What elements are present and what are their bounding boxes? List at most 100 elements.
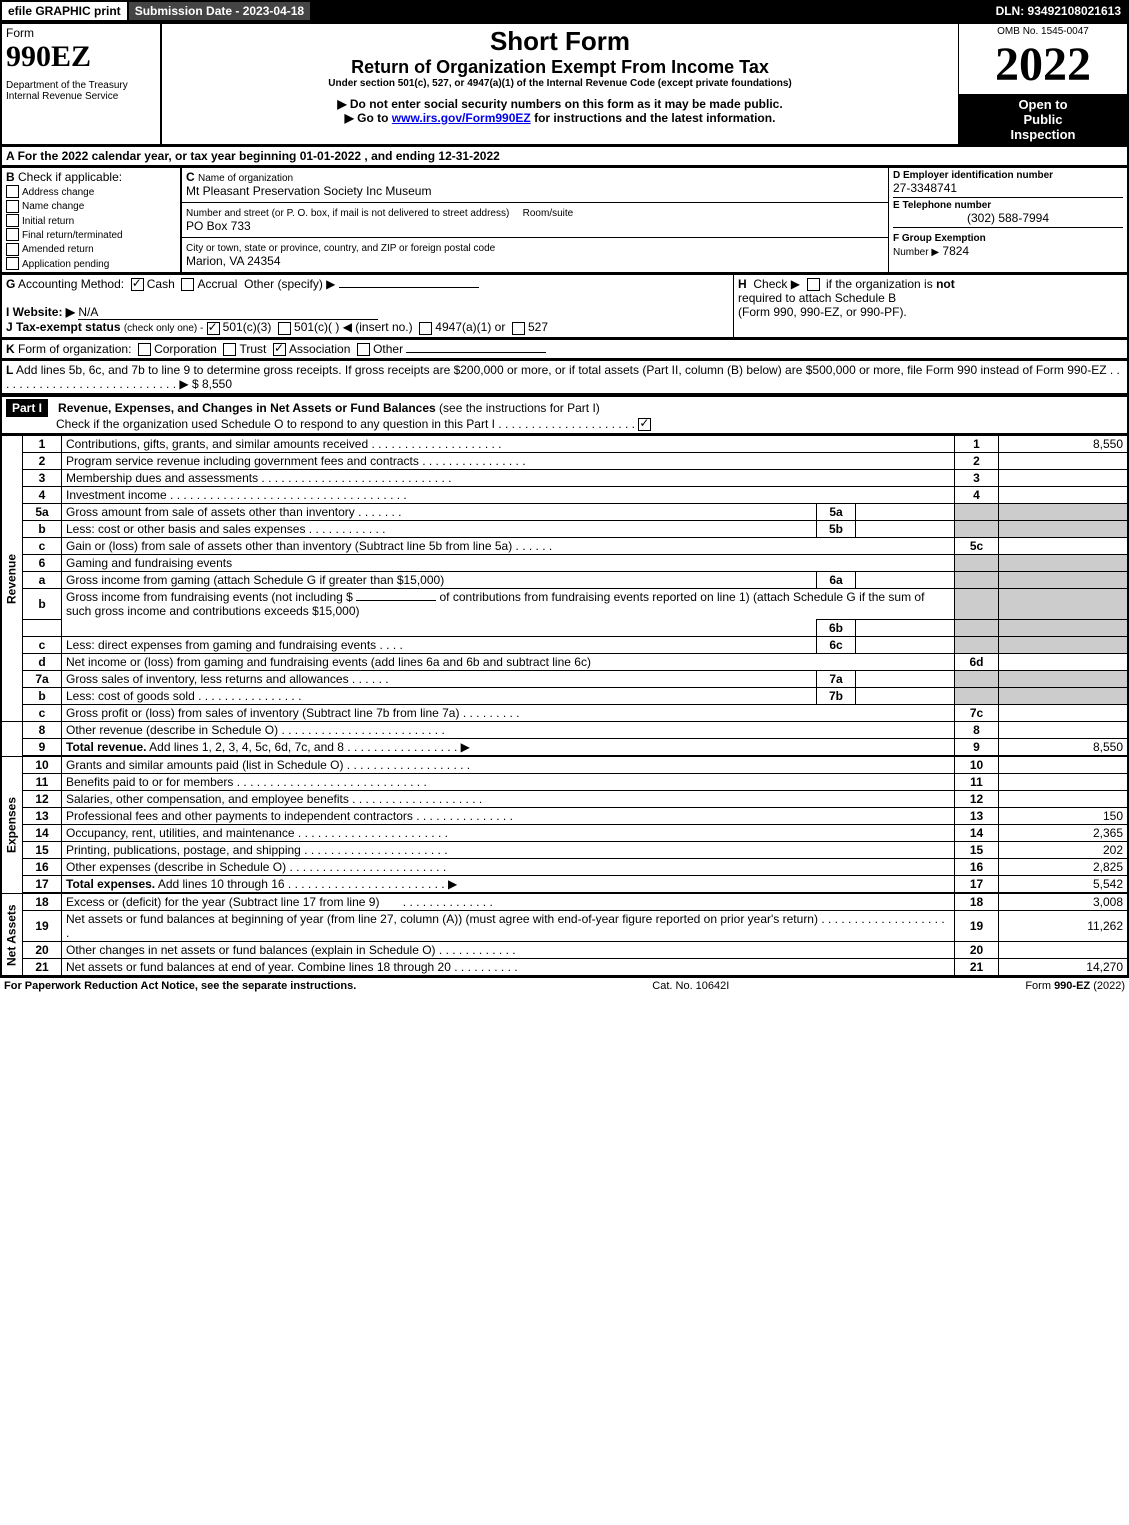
section-k-label: K [6, 342, 15, 356]
dept-treasury: Department of the Treasury [6, 80, 156, 91]
checkbox-name-change[interactable] [6, 200, 19, 213]
checkbox-cash[interactable] [131, 278, 144, 291]
footer-catno: Cat. No. 10642I [652, 980, 729, 992]
line-18-value: 3,008 [999, 893, 1129, 911]
checkbox-accrual[interactable] [181, 278, 194, 291]
section-l: L Add lines 5b, 6c, and 7b to line 9 to … [0, 360, 1129, 395]
gross-receipts-value: 8,550 [202, 377, 232, 391]
city-label: City or town, state or province, country… [186, 243, 495, 254]
open-to-public-2: Public [963, 112, 1123, 127]
section-f-label: F Group Exemption [893, 233, 986, 244]
line-8-value [999, 722, 1129, 739]
footer-left: For Paperwork Reduction Act Notice, see … [4, 980, 356, 992]
line-5a-value [856, 504, 955, 521]
ein-value: 27-3348741 [893, 181, 1123, 195]
line-6c-value [856, 637, 955, 654]
checkbox-final-return[interactable] [6, 228, 19, 241]
telephone-value: (302) 588-7994 [893, 211, 1123, 225]
page-footer: For Paperwork Reduction Act Notice, see … [0, 977, 1129, 994]
part-i-label: Part I [6, 399, 48, 417]
city-value: Marion, VA 24354 [186, 254, 281, 268]
org-name: Mt Pleasant Preservation Society Inc Mus… [186, 184, 431, 198]
line-7b-value [856, 688, 955, 705]
line-12-value [999, 791, 1129, 808]
section-g-label: G [6, 277, 15, 291]
line-15-value: 202 [999, 842, 1129, 859]
checkbox-other-org[interactable] [357, 343, 370, 356]
dept-irs: Internal Revenue Service [6, 91, 156, 102]
tax-year: 2022 [963, 37, 1123, 92]
section-a-row: A For the 2022 calendar year, or tax yea… [0, 146, 1129, 167]
section-e-label: E Telephone number [893, 197, 1123, 211]
section-c-label: C [186, 170, 195, 184]
efile-print-button[interactable]: efile GRAPHIC print [2, 2, 129, 20]
section-h-label: H [738, 277, 747, 291]
part-i-check-text: Check if the organization used Schedule … [56, 417, 495, 431]
line-19-value: 11,262 [999, 911, 1129, 942]
line-11-value [999, 774, 1129, 791]
omb-number: OMB No. 1545-0047 [963, 26, 1123, 37]
line-6a-value [856, 572, 955, 589]
section-l-label: L [6, 363, 13, 377]
line-1-value: 8,550 [999, 436, 1129, 453]
open-to-public-1: Open to [963, 97, 1123, 112]
section-f-label2: Number ▶ [893, 247, 939, 258]
line-6b-value [856, 620, 955, 637]
checkbox-application-pending[interactable] [6, 257, 19, 270]
top-bar: efile GRAPHIC print Submission Date - 20… [0, 0, 1129, 22]
checkbox-schedule-b[interactable] [807, 278, 820, 291]
section-b-text: Check if applicable: [18, 170, 122, 184]
group-exemption-value: 7824 [942, 244, 969, 258]
street-label: Number and street (or P. O. box, if mail… [186, 208, 509, 219]
checkbox-527[interactable] [512, 322, 525, 335]
line-21-value: 14,270 [999, 959, 1129, 977]
subtitle: Under section 501(c), 527, or 4947(a)(1)… [166, 78, 954, 89]
part-i-header: Part I Revenue, Expenses, and Changes in… [0, 395, 1129, 435]
section-k: K Form of organization: Corporation Trus… [0, 339, 1129, 360]
line-2-value [999, 453, 1129, 470]
section-a-text: For the 2022 calendar year, or tax year … [18, 149, 500, 163]
section-c-name-label: Name of organization [198, 173, 293, 184]
line-20-value [999, 942, 1129, 959]
form-number: 990EZ [6, 40, 156, 74]
open-to-public-3: Inspection [963, 127, 1123, 142]
expenses-side-label: Expenses [1, 756, 23, 893]
checkbox-trust[interactable] [223, 343, 236, 356]
line-4-value [999, 487, 1129, 504]
checkbox-association[interactable] [273, 343, 286, 356]
line-3-value [999, 470, 1129, 487]
street-value: PO Box 733 [186, 219, 251, 233]
main-title: Return of Organization Exempt From Incom… [166, 57, 954, 78]
line-7c-value [999, 705, 1129, 722]
section-j-label: J Tax-exempt status [6, 320, 121, 334]
form-label: Form [6, 26, 156, 40]
line-10-value [999, 756, 1129, 774]
line-17-value: 5,542 [999, 876, 1129, 894]
checkbox-address-change[interactable] [6, 185, 19, 198]
section-d-label: D Employer identification number [893, 170, 1123, 181]
dln-label: DLN: 93492108021613 [990, 2, 1127, 20]
checkbox-501c3[interactable] [207, 322, 220, 335]
website-value: N/A [78, 305, 378, 320]
line-7a-value [856, 671, 955, 688]
part-i-title: Revenue, Expenses, and Changes in Net As… [58, 401, 436, 415]
sections-g-h: G Accounting Method: Cash Accrual Other … [0, 274, 1129, 339]
line-5b-value [856, 521, 955, 538]
checkbox-initial-return[interactable] [6, 214, 19, 227]
room-label: Room/suite [523, 208, 574, 219]
irs-link[interactable]: www.irs.gov/Form990EZ [392, 111, 531, 125]
checkbox-501c[interactable] [278, 322, 291, 335]
checkbox-schedule-o-parti[interactable] [638, 418, 651, 431]
section-a-label: A [6, 149, 14, 163]
short-form-title: Short Form [166, 26, 954, 57]
line-13-value: 150 [999, 808, 1129, 825]
checkbox-4947[interactable] [419, 322, 432, 335]
checkbox-corporation[interactable] [138, 343, 151, 356]
form-header-table: Form 990EZ Department of the Treasury In… [0, 22, 1129, 146]
checkbox-amended-return[interactable] [6, 243, 19, 256]
line-14-value: 2,365 [999, 825, 1129, 842]
netassets-side-label: Net Assets [1, 893, 23, 976]
part-i-lines-table: Revenue 1 Contributions, gifts, grants, … [0, 435, 1129, 977]
submission-date-button[interactable]: Submission Date - 2023-04-18 [129, 2, 312, 20]
revenue-side-label: Revenue [1, 436, 23, 722]
